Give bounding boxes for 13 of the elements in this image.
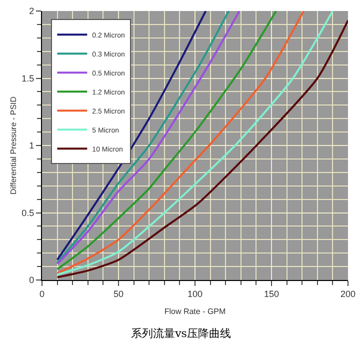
y-tick-label: 2 [29,6,34,16]
y-tick-label: 1 [29,140,34,151]
x-tick-label: 200 [340,288,356,299]
text: 系列流量vs压降曲线 [131,327,231,340]
y-tick-label: 0 [29,275,34,286]
x-tick-label: 100 [187,288,203,299]
y-axis-title: Differential Pressure - PSID [9,96,18,195]
x-tick-label: 50 [113,288,124,299]
y-tick-label: 0.5 [22,208,34,218]
y-tick-label: 1.5 [22,73,34,84]
x-tick-label: 0 [39,288,45,299]
x-tick-label: 150 [264,288,280,299]
x-axis-title: Flow Rate - GPM [164,307,226,316]
